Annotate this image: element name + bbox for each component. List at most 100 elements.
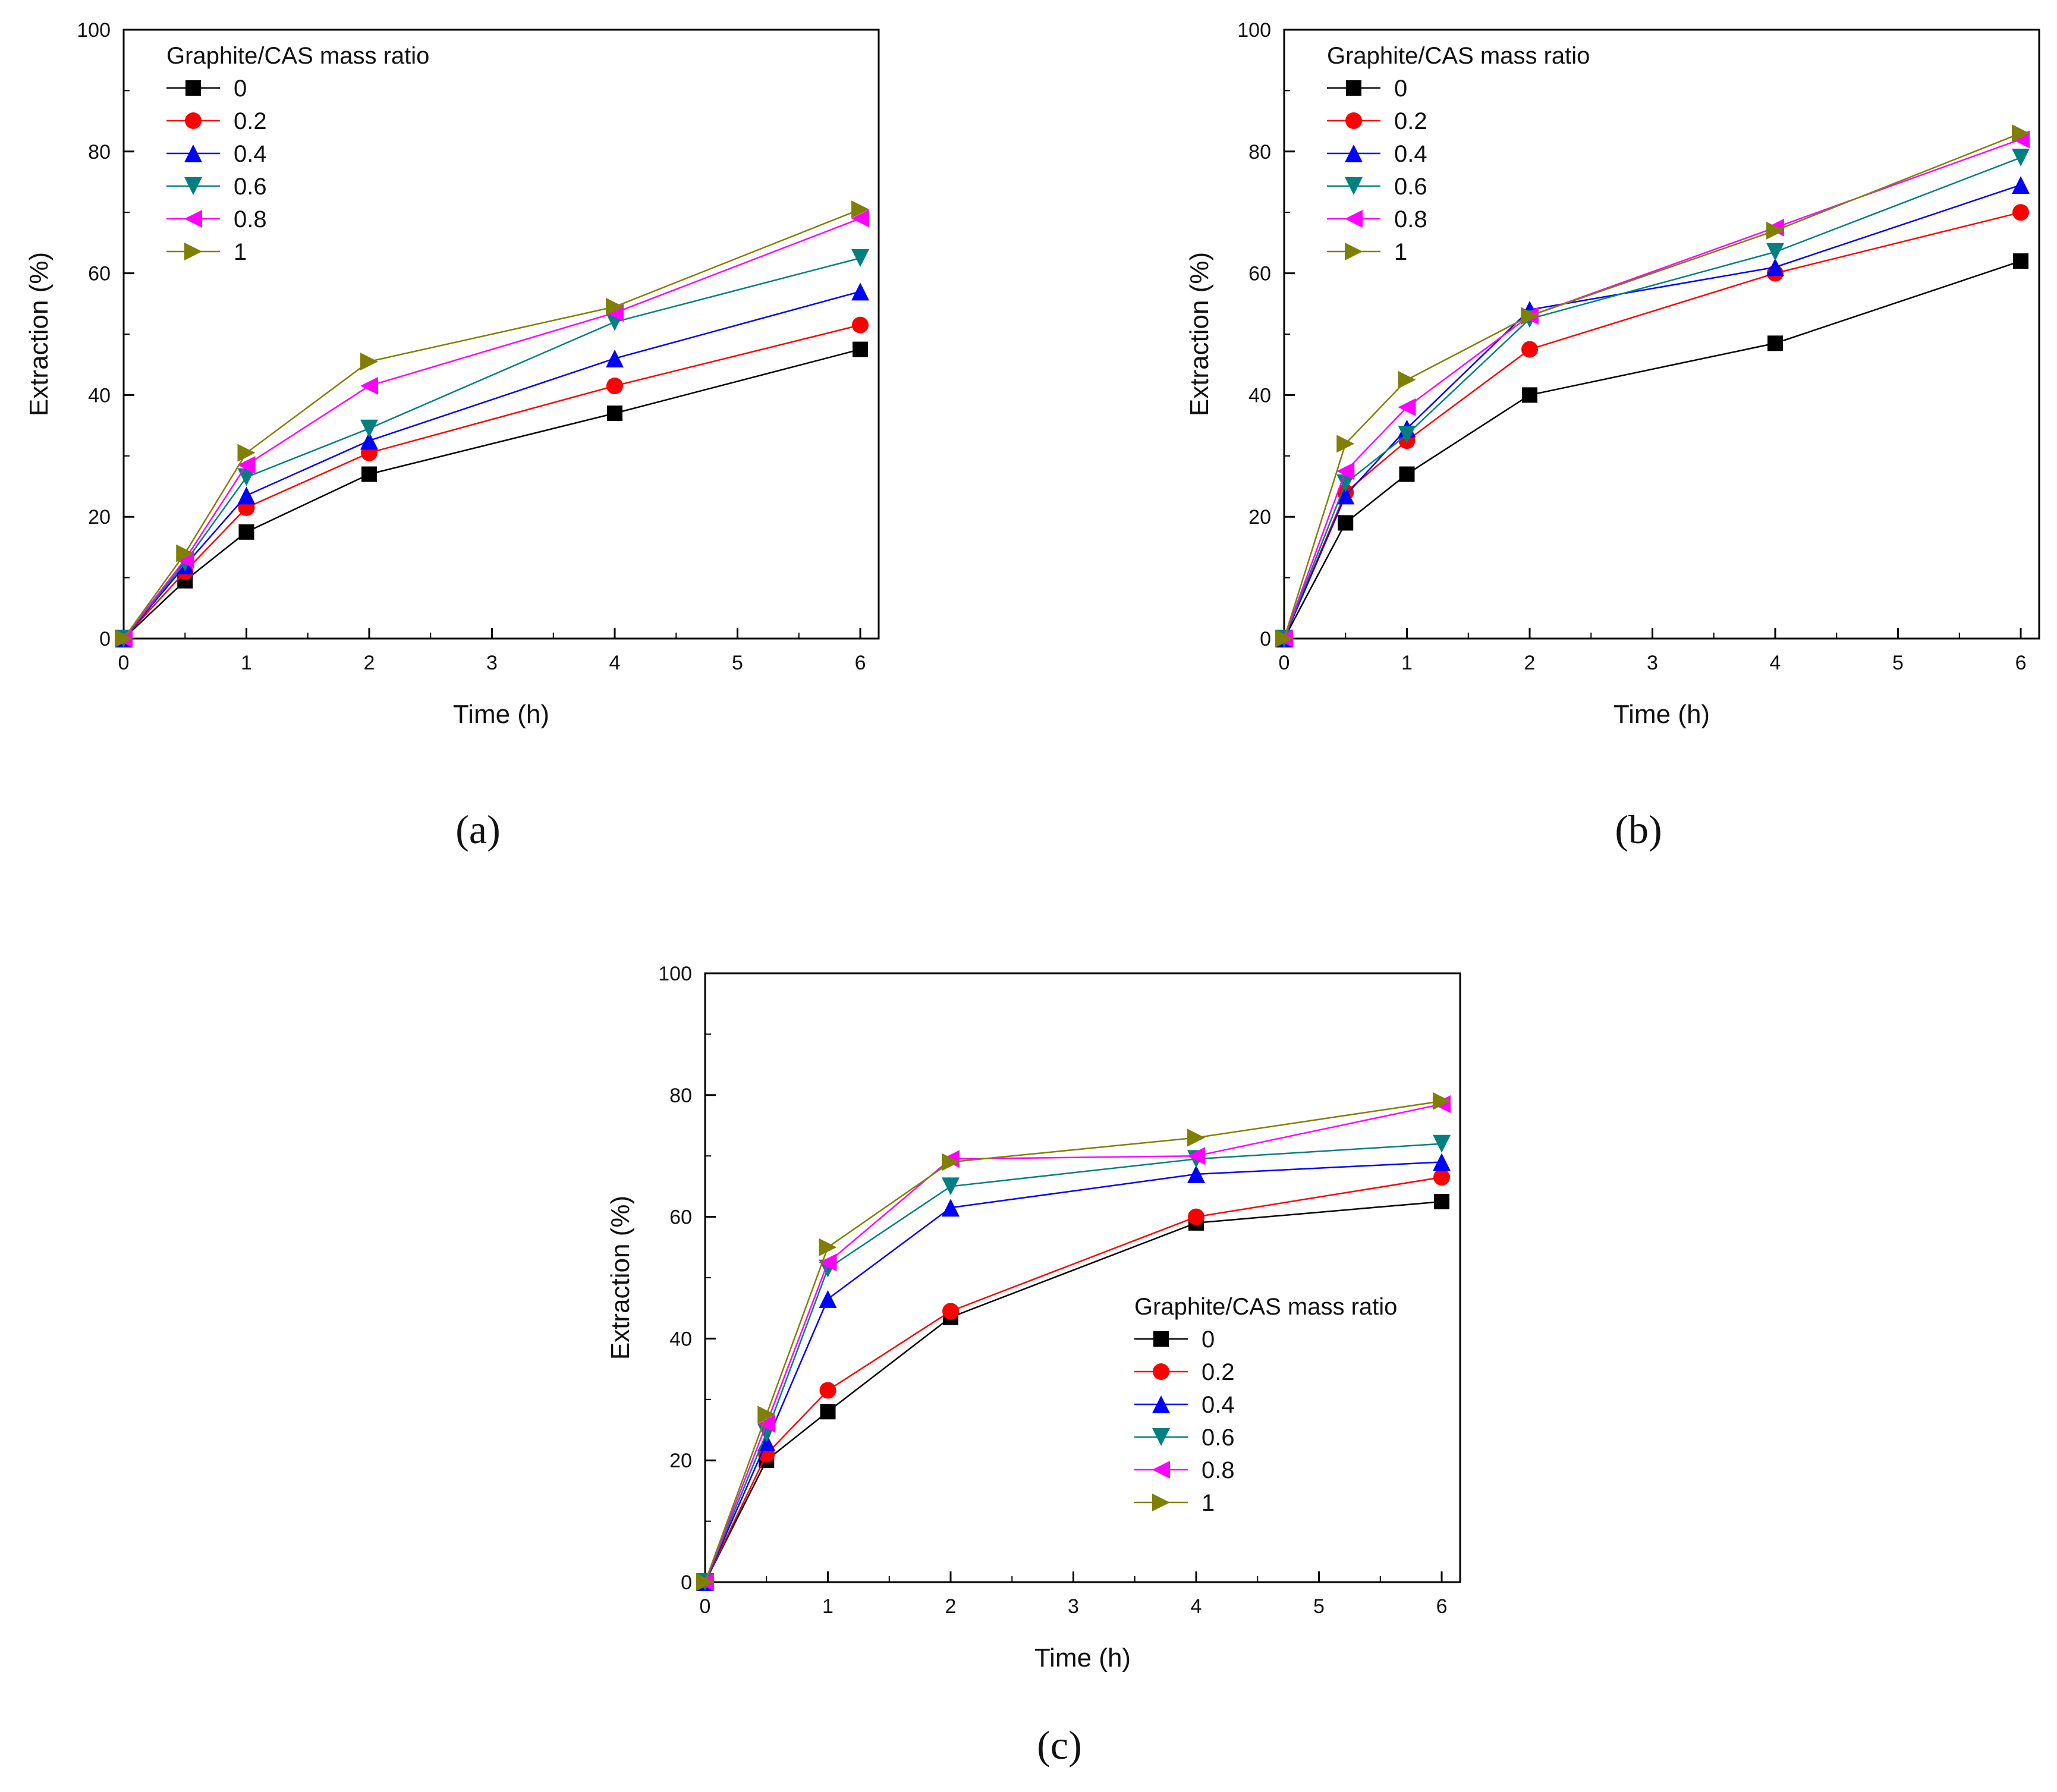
data-point-0.8 bbox=[1187, 1147, 1206, 1165]
data-point-0.6 bbox=[1433, 1134, 1451, 1153]
data-point-0.2 bbox=[2012, 204, 2030, 221]
x-tick-label: 6 bbox=[2015, 652, 2027, 674]
series-line-0 bbox=[704, 1200, 1442, 1583]
legend-label: 0.2 bbox=[234, 108, 267, 134]
x-tick-label: 1 bbox=[241, 652, 252, 674]
x-tick-label: 0 bbox=[1279, 652, 1290, 674]
x-tick-label: 3 bbox=[1068, 1595, 1079, 1618]
panel-caption: (c) bbox=[1037, 1722, 1081, 1768]
series-line-0.4 bbox=[123, 291, 861, 639]
series-line-0.2 bbox=[123, 324, 861, 639]
data-point-0.6 bbox=[1398, 425, 1416, 444]
x-tick-label: 2 bbox=[1524, 652, 1536, 674]
data-point-0.4 bbox=[819, 1290, 837, 1308]
legend: Graphite/CAS mass ratio 0 0.2 0.4 0.6 0.8 1 bbox=[1134, 1294, 1397, 1516]
data-point-0.4 bbox=[1336, 486, 1355, 505]
y-tick-label: 40 bbox=[669, 1328, 692, 1350]
data-point-0 bbox=[238, 524, 254, 540]
data-point-0.6 bbox=[2012, 149, 2030, 167]
x-tick-label: 6 bbox=[1436, 1595, 1448, 1618]
data-point-0.4 bbox=[851, 282, 870, 301]
series-line-0.2 bbox=[704, 1176, 1442, 1583]
data-point-0.6 bbox=[1766, 243, 1785, 261]
data-point-0 bbox=[1767, 335, 1784, 351]
plot-frame bbox=[704, 972, 1461, 1583]
y-tick-label: 20 bbox=[669, 1450, 692, 1472]
legend-label: 0 bbox=[1394, 76, 1407, 102]
data-point-1 bbox=[176, 544, 194, 562]
legend-marker-0.6 bbox=[1345, 177, 1363, 195]
y-tick-label: 0 bbox=[1260, 628, 1271, 650]
y-tick-label: 60 bbox=[669, 1206, 692, 1229]
series-line-0.6 bbox=[1283, 156, 2021, 639]
data-point-0.8 bbox=[1336, 462, 1355, 480]
data-point-0 bbox=[1338, 515, 1354, 531]
series-line-1 bbox=[122, 208, 861, 639]
data-point-0 bbox=[853, 341, 869, 357]
legend-label: 0.2 bbox=[1394, 108, 1427, 134]
y-tick-label: 80 bbox=[669, 1084, 692, 1107]
data-point-0.2 bbox=[942, 1303, 960, 1320]
data-point-0.2 bbox=[1433, 1169, 1451, 1186]
data-point-1 bbox=[1336, 435, 1355, 453]
legend-marker-0.8 bbox=[184, 210, 202, 228]
y-tick-label: 40 bbox=[1248, 384, 1271, 407]
y-axis-title: Extraction (%) bbox=[24, 252, 54, 416]
data-point-1 bbox=[360, 353, 379, 371]
y-tick-label: 80 bbox=[88, 141, 111, 164]
series-line-0.8 bbox=[704, 1103, 1442, 1583]
x-axis-title: Time (h) bbox=[1613, 700, 1710, 729]
y-tick-label: 60 bbox=[1248, 263, 1271, 285]
legend-label: 0.6 bbox=[1394, 174, 1427, 200]
y-tick-label: 100 bbox=[77, 19, 111, 42]
series-line-0 bbox=[1283, 260, 2021, 639]
data-point-0.4 bbox=[2012, 176, 2030, 194]
x-axis-title: Time (h) bbox=[453, 700, 549, 729]
data-point-0.2 bbox=[1188, 1208, 1205, 1225]
data-point-1 bbox=[1521, 307, 1539, 325]
data-point-1 bbox=[237, 444, 256, 462]
legend-label: 0.4 bbox=[234, 141, 267, 167]
legend-label: 0 bbox=[1202, 1326, 1215, 1353]
data-point-0 bbox=[361, 466, 378, 482]
data-point-0.4 bbox=[942, 1199, 960, 1217]
data-point-0.6 bbox=[360, 419, 379, 438]
y-axis-title: Extraction (%) bbox=[1185, 252, 1214, 416]
data-point-1 bbox=[696, 1573, 714, 1591]
series-line-0.8 bbox=[123, 218, 861, 639]
legend-marker-0.6 bbox=[184, 177, 202, 195]
data-point-0.6 bbox=[1336, 474, 1355, 492]
x-tick-label: 3 bbox=[486, 652, 498, 674]
data-point-0 bbox=[820, 1404, 836, 1420]
series-line-0.4 bbox=[1283, 184, 2021, 639]
data-point-0.8 bbox=[757, 1414, 776, 1433]
y-axis-title: Extraction (%) bbox=[606, 1196, 635, 1360]
legend-label: 0.8 bbox=[1202, 1457, 1235, 1483]
data-point-0.8 bbox=[360, 377, 379, 395]
series-line-0.4 bbox=[704, 1161, 1442, 1583]
legend-marker-0 bbox=[1153, 1331, 1169, 1347]
legend-label: 0.2 bbox=[1202, 1359, 1235, 1385]
legend-label: 0.4 bbox=[1394, 141, 1427, 167]
legend-marker-0.2 bbox=[1153, 1363, 1169, 1380]
data-point-0.6 bbox=[942, 1177, 960, 1196]
series-line-0.8 bbox=[1283, 139, 2021, 639]
legend-label: 1 bbox=[1394, 239, 1407, 265]
y-tick-label: 100 bbox=[1237, 19, 1271, 42]
y-tick-label: 20 bbox=[1248, 506, 1271, 529]
data-point-1 bbox=[115, 630, 133, 647]
legend-label: 0.8 bbox=[1394, 206, 1427, 232]
data-point-0.8 bbox=[851, 209, 870, 228]
y-tick-label: 60 bbox=[88, 263, 111, 285]
data-point-1 bbox=[2012, 124, 2030, 143]
legend: Graphite/CAS mass ratio 0 0.2 0.4 0.6 0.8 1 bbox=[1327, 43, 1590, 265]
x-tick-label: 4 bbox=[1770, 652, 1781, 674]
legend-marker-1 bbox=[1345, 243, 1363, 260]
x-tick-label: 4 bbox=[1191, 1595, 1202, 1618]
data-point-0.4 bbox=[1187, 1165, 1206, 1183]
data-point-0.8 bbox=[819, 1253, 837, 1272]
